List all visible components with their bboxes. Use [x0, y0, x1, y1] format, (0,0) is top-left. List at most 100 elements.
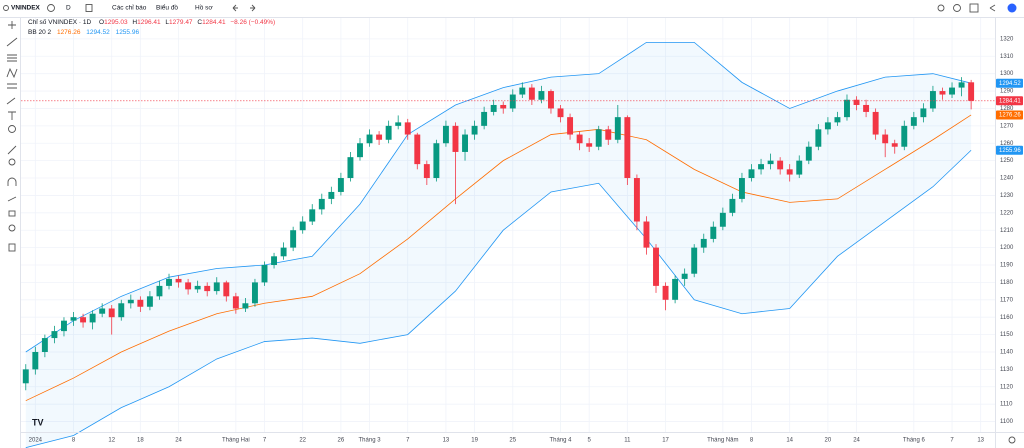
zoom-tool[interactable]: [8, 158, 16, 166]
lock-tool[interactable]: [8, 210, 16, 217]
candle-body: [452, 125, 459, 152]
y-tick-label: 1120: [1000, 384, 1014, 390]
x-tick-label: 7: [406, 438, 410, 444]
magnet-tool[interactable]: [7, 177, 17, 186]
crosshair-tool[interactable]: [8, 21, 16, 29]
y-tick-label: 1280: [1000, 106, 1014, 112]
left-toolbar: [6, 18, 21, 448]
candle-body: [22, 369, 29, 384]
y-tick-label: 1290: [1000, 89, 1014, 95]
visibility-tool[interactable]: [8, 224, 16, 232]
candle-body: [548, 91, 554, 109]
candle-body: [108, 308, 115, 318]
candle-body: [433, 143, 440, 179]
candle-body: [691, 247, 698, 274]
candle-body: [242, 303, 249, 309]
candle-body: [557, 108, 564, 118]
candle-body: [80, 317, 87, 323]
bb-upper: [25, 41, 972, 353]
candle-body: [204, 285, 211, 292]
candle-body: [824, 122, 831, 130]
candle-body: [156, 285, 163, 297]
symbol[interactable]: VNINDEX: [11, 5, 41, 12]
logo: [1007, 3, 1017, 13]
price-tag: [996, 145, 1023, 155]
undo-icon[interactable]: [232, 4, 238, 12]
y-tick-label: 1240: [1000, 176, 1014, 182]
trendline-tool[interactable]: [6, 37, 18, 47]
candle-body: [700, 238, 707, 248]
ruler-tool[interactable]: [7, 145, 17, 155]
bb-legend: BB 20 2 1276.26 1294.52 1255.96: [28, 29, 139, 36]
brush-tool[interactable]: [6, 97, 16, 105]
projection-tool[interactable]: [7, 83, 17, 89]
candle-body: [910, 117, 917, 126]
candle-body: [710, 226, 717, 239]
candle-body: [576, 134, 583, 144]
axis-settings[interactable]: [1008, 436, 1016, 444]
candle-body: [213, 282, 220, 292]
fullscreen-icon[interactable]: [969, 3, 979, 13]
candle-body: [280, 247, 287, 257]
bb-middle-value: 1276.26: [57, 29, 81, 36]
candle-body: [901, 125, 908, 147]
candle-body: [337, 178, 344, 192]
candle-body: [328, 191, 335, 199]
candle-body: [490, 104, 497, 112]
settings-icon[interactable]: [953, 4, 961, 12]
candle-body: [748, 169, 755, 179]
candle-body: [949, 87, 955, 95]
candle-body: [118, 303, 125, 318]
candle-body: [958, 82, 965, 88]
candle-body: [271, 256, 278, 266]
candle-body: [929, 91, 936, 109]
x-tick-label: 20: [825, 438, 832, 444]
candle-body: [538, 91, 545, 100]
search-icon[interactable]: [3, 5, 9, 11]
ohlc-label: O: [99, 19, 104, 26]
candle-body: [127, 299, 134, 304]
bb-lower-value: 1255.96: [116, 29, 140, 36]
bb-middle: [25, 114, 972, 402]
candle-body: [347, 157, 354, 179]
profile-menu[interactable]: Hồ sơ: [195, 3, 213, 12]
emoji-tool[interactable]: [8, 125, 16, 133]
y-tick-label: 1140: [1000, 350, 1014, 356]
candle-body: [51, 331, 58, 339]
bb-name: BB 20 2: [28, 29, 52, 36]
delete-tool[interactable]: [8, 243, 16, 252]
candle-body: [385, 125, 392, 140]
candle-body: [309, 209, 316, 222]
screenshot-icon[interactable]: [937, 4, 945, 12]
candle-body: [758, 164, 765, 170]
text-tool[interactable]: [8, 111, 16, 120]
x-tick-label: 8: [72, 438, 76, 444]
share-icon[interactable]: [989, 4, 996, 12]
candle-body: [595, 129, 602, 147]
candle-body: [137, 299, 144, 307]
x-tick-label: 7: [950, 438, 954, 444]
chart-type-icon[interactable]: [85, 4, 93, 12]
indicators[interactable]: Các chỉ báo: [112, 4, 147, 12]
ohlc-open: 1295.03: [104, 19, 128, 26]
add-symbol[interactable]: [47, 4, 55, 12]
candle-body: [872, 111, 879, 135]
y-tick-label: 1230: [1000, 193, 1014, 199]
candle-body: [777, 160, 784, 170]
candle-body: [528, 87, 535, 100]
candle-body: [89, 313, 96, 323]
pattern-tool[interactable]: [6, 67, 18, 79]
ohlc-change: −8.26 (−0.49%): [230, 19, 275, 26]
fib-tool[interactable]: [7, 54, 17, 62]
price-tag-label: 1276.26: [999, 113, 1021, 119]
candle-body: [519, 87, 526, 95]
stay-drawing-tool[interactable]: [7, 196, 17, 202]
chart-menu[interactable]: Biểu đồ: [156, 3, 178, 12]
interval[interactable]: D: [66, 5, 71, 12]
candle-body: [366, 134, 373, 144]
candle-body: [729, 198, 736, 213]
candle-body: [404, 122, 411, 135]
candle-body: [481, 111, 488, 126]
redo-icon[interactable]: [250, 4, 256, 12]
